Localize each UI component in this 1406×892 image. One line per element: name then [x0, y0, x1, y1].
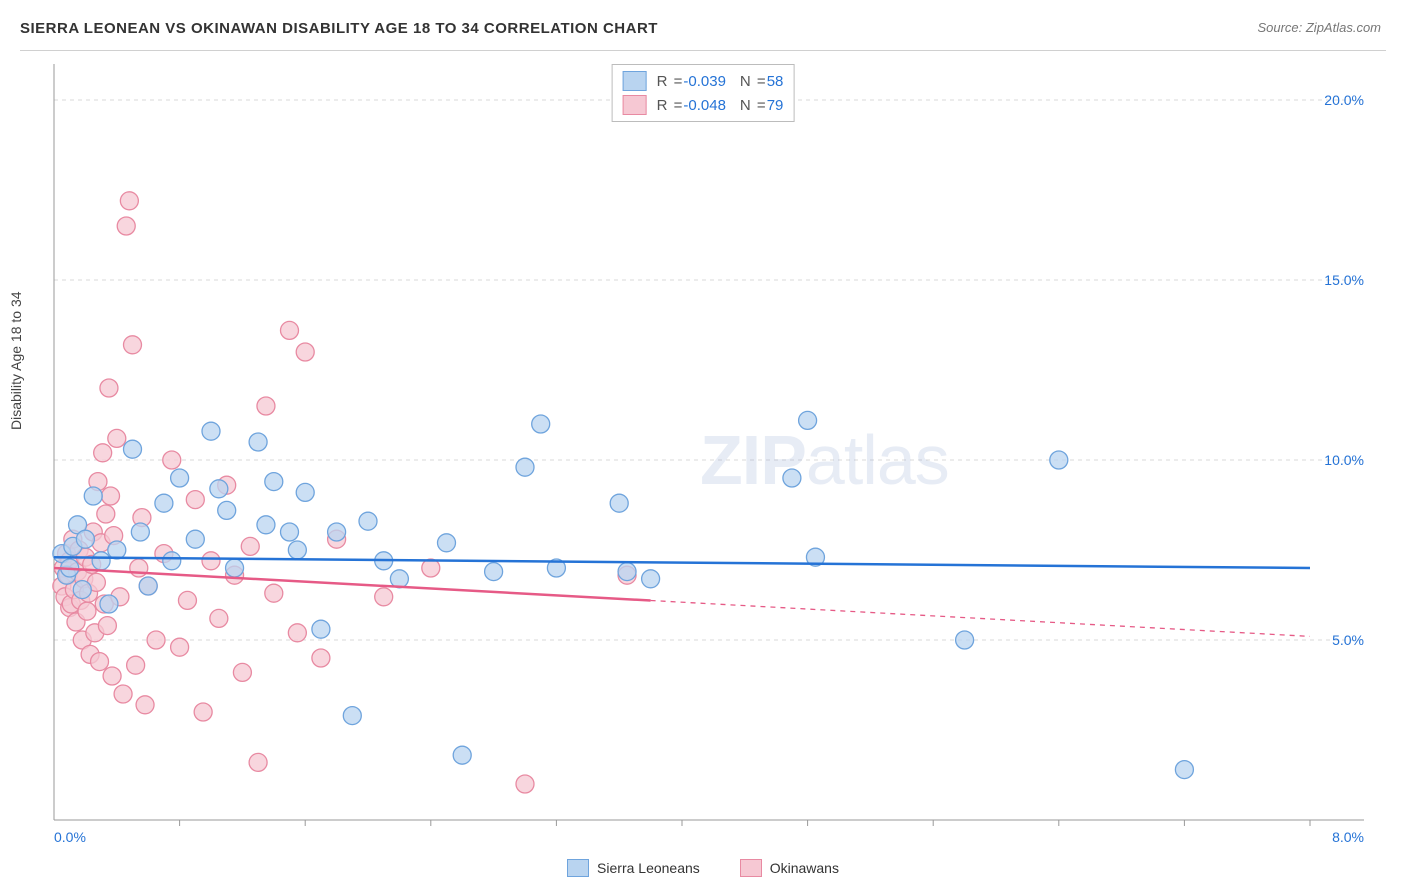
- svg-text:20.0%: 20.0%: [1324, 92, 1364, 108]
- svg-text:8.0%: 8.0%: [1332, 829, 1364, 845]
- legend-swatch-1: [567, 859, 589, 877]
- stats-legend: R = -0.039 N = 58 R = -0.048 N = 79: [612, 64, 795, 122]
- svg-text:0.0%: 0.0%: [54, 829, 86, 845]
- svg-text:15.0%: 15.0%: [1324, 272, 1364, 288]
- stats-row-1: R = -0.039 N = 58: [623, 69, 784, 93]
- stats-label-n2: N =: [740, 97, 767, 114]
- svg-text:10.0%: 10.0%: [1324, 452, 1364, 468]
- stats-n-2: 79: [767, 97, 784, 114]
- legend-swatch-2: [740, 859, 762, 877]
- bottom-legend: Sierra Leoneans Okinawans: [0, 859, 1406, 880]
- chart-title: SIERRA LEONEAN VS OKINAWAN DISABILITY AG…: [20, 20, 658, 37]
- stats-label-r2: R =: [657, 97, 684, 114]
- stats-swatch-2: [623, 95, 647, 115]
- legend-item-1: Sierra Leoneans: [567, 859, 700, 877]
- legend-label-2: Okinawans: [770, 860, 839, 876]
- stats-label-r: R =: [657, 73, 684, 90]
- legend-item-2: Okinawans: [740, 859, 839, 877]
- chart-header: SIERRA LEONEAN VS OKINAWAN DISABILITY AG…: [20, 20, 1386, 51]
- stats-swatch-1: [623, 71, 647, 91]
- stats-r-2: -0.048: [683, 97, 726, 114]
- legend-label-1: Sierra Leoneans: [597, 860, 700, 876]
- source-label: Source: ZipAtlas.com: [1257, 20, 1381, 35]
- correlation-scatter-plot: 5.0% 10.0% 15.0% 20.0% 0.0% 8.0%: [50, 60, 1370, 850]
- y-axis-label: Disability Age 18 to 34: [8, 291, 24, 430]
- stats-r-1: -0.039: [683, 73, 726, 90]
- stats-n-1: 58: [767, 73, 784, 90]
- svg-text:5.0%: 5.0%: [1332, 632, 1364, 648]
- stats-row-2: R = -0.048 N = 79: [623, 93, 784, 117]
- stats-label-n: N =: [740, 73, 767, 90]
